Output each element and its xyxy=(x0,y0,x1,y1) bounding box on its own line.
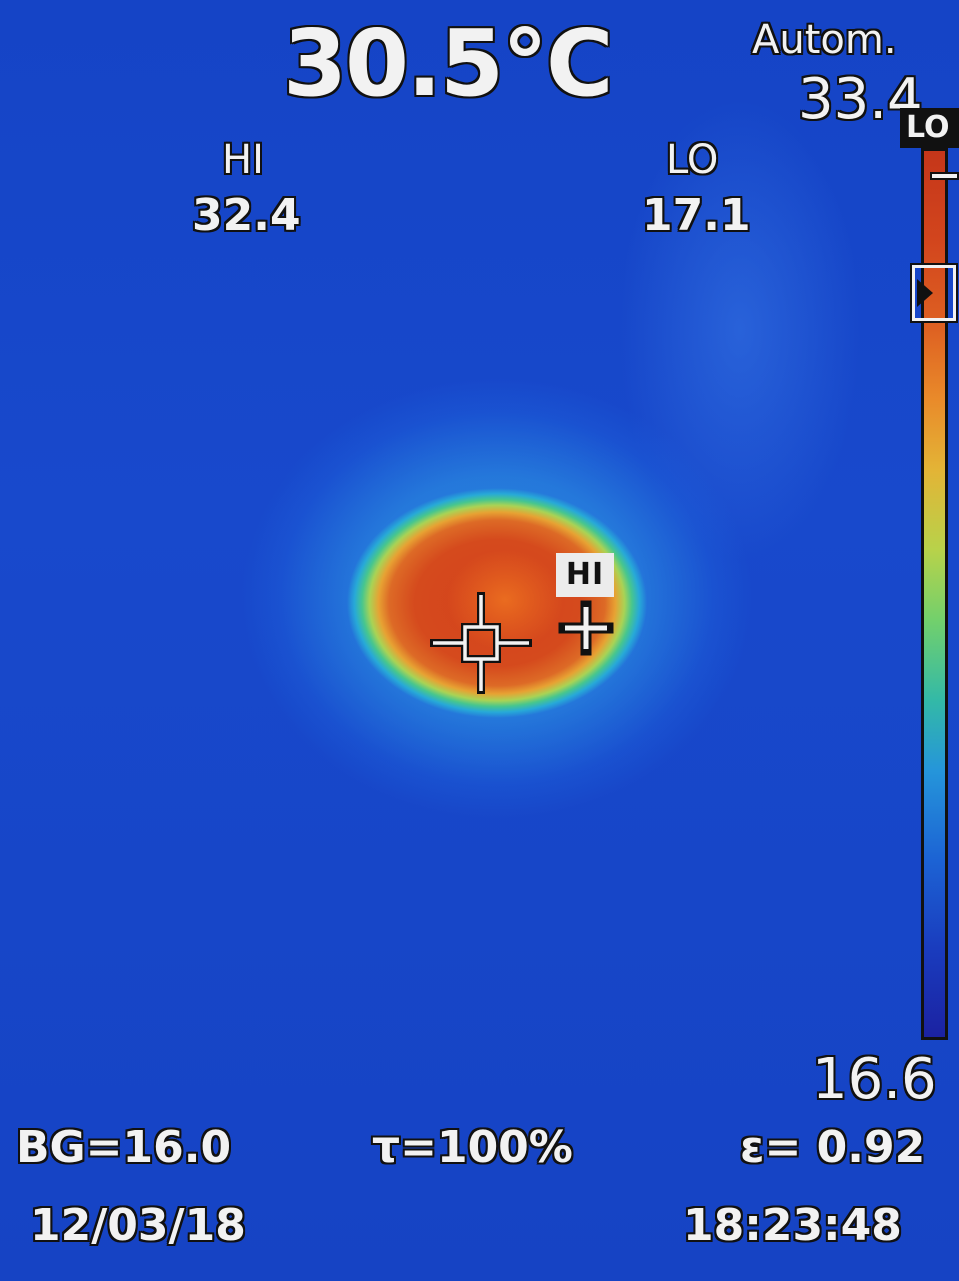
time-stamp: 18:23:48 xyxy=(683,1200,902,1251)
crosshair-square-icon xyxy=(430,592,532,694)
background-temperature: BG=16.0 xyxy=(16,1122,232,1173)
transmission-readout: τ=100% xyxy=(372,1122,573,1173)
lo-tag: LO xyxy=(900,108,959,148)
hi-value: 32.4 xyxy=(192,190,301,241)
hi-label: HI xyxy=(222,137,264,183)
scale-min-value: 16.6 xyxy=(812,1047,937,1112)
hi-spot-tag: HI xyxy=(556,553,614,597)
center-temperature: 30.5°C xyxy=(283,10,614,117)
plus-cross-icon xyxy=(558,600,614,656)
range-mode-label: Autom. xyxy=(752,17,897,63)
emissivity-readout: ε= 0.92 xyxy=(740,1122,926,1173)
scale-level-marker[interactable] xyxy=(910,263,958,323)
scale-top-marker xyxy=(930,172,959,180)
date-stamp: 12/03/18 xyxy=(30,1200,246,1251)
lo-value: 17.1 xyxy=(642,190,751,241)
lo-label: LO xyxy=(666,137,719,183)
triangle-right-icon xyxy=(917,279,933,307)
